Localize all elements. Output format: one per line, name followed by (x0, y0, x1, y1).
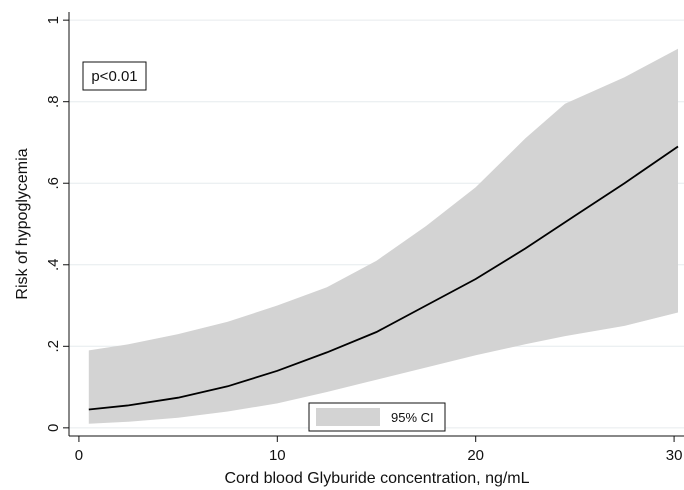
ci-band (88, 48, 679, 424)
y-axis-title: Risk of hypoglycemia (14, 148, 31, 299)
y-tick-label-0: 0 (45, 424, 62, 432)
y-tick-label-5: 1 (45, 16, 62, 24)
x-axis-title: Cord blood Glyburide concentration, ng/m… (224, 470, 529, 487)
x-axis-ticks: 0 10 20 30 (75, 436, 683, 464)
p-value-annotation: p<0.01 (82, 61, 147, 91)
legend-label-ci: 95% CI (391, 410, 434, 425)
annotation-text: p<0.01 (91, 68, 137, 85)
x-tick-label-2: 20 (467, 447, 484, 464)
x-tick-label-1: 10 (269, 447, 286, 464)
risk-line (88, 145, 679, 411)
y-tick-label-1: .2 (45, 340, 62, 353)
legend: 95% CI (308, 402, 446, 432)
annotation-box (82, 61, 147, 91)
legend-swatch-ci (316, 408, 380, 426)
x-tick-label-0: 0 (75, 447, 83, 464)
y-tick-label-4: .8 (45, 95, 62, 108)
y-tick-label-3: .6 (45, 177, 62, 190)
x-tick-label-3: 30 (666, 447, 683, 464)
y-tick-label-2: .4 (45, 259, 62, 272)
y-axis-ticks: 0 .2 .4 .6 .8 1 (45, 16, 69, 432)
axes (68, 12, 684, 437)
